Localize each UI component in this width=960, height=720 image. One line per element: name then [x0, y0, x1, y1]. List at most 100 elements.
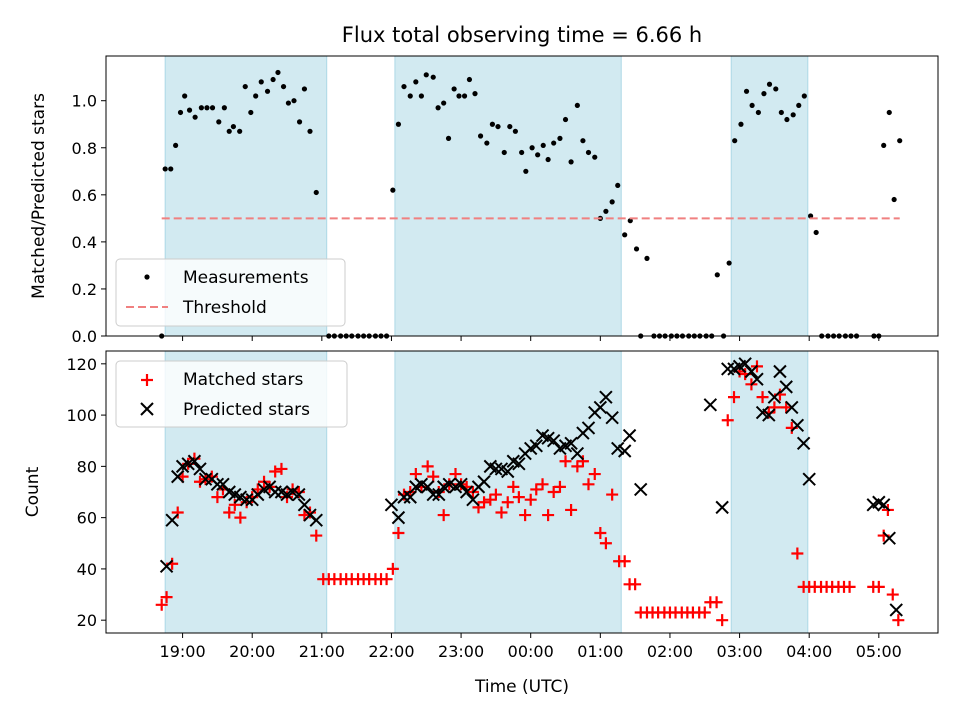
measurement-point	[270, 76, 276, 83]
chart-title: Flux total observing time = 6.66 h	[342, 23, 702, 47]
top-legend: Measurements Threshold	[115, 258, 346, 327]
y-tick-label: 100	[66, 406, 97, 425]
matched-point	[791, 547, 804, 560]
predicted-point	[564, 436, 578, 450]
matched-point	[269, 465, 282, 478]
measurement-point	[592, 154, 598, 160]
predicted-point	[309, 513, 323, 527]
predicted-point	[721, 362, 735, 376]
matched-point	[594, 527, 607, 540]
predicted-point	[512, 457, 526, 471]
matched-point	[716, 614, 729, 627]
measurement-point	[755, 109, 761, 116]
measurement-point	[796, 102, 802, 109]
predicted-point	[210, 477, 225, 492]
matched-point	[501, 496, 514, 509]
legend-measurements-label: Measurements	[183, 268, 309, 288]
shaded-interval	[730, 55, 809, 337]
x-tick-label: 20:00	[229, 642, 275, 661]
predicted-point	[268, 485, 282, 499]
measurement-point	[451, 86, 457, 92]
top-y-axis-label: Matched/Predicted stars	[29, 93, 49, 299]
measurement-point	[501, 149, 507, 156]
matched-point	[380, 573, 393, 586]
predicted-point	[599, 390, 613, 404]
bottom-legend: Matched stars Predicted stars	[115, 360, 348, 428]
matched-point	[553, 480, 566, 493]
measurement-point	[557, 135, 563, 141]
predicted-point	[546, 434, 561, 448]
predicted-point	[198, 472, 213, 486]
predicted-point	[876, 498, 891, 512]
measurement-point	[407, 93, 413, 99]
measurement-point	[418, 93, 424, 99]
measurement-point	[568, 159, 574, 165]
measurement-point	[886, 109, 892, 116]
matched-point	[392, 527, 405, 540]
matched-point	[421, 460, 434, 473]
predicted-point	[489, 462, 503, 476]
matched-point	[519, 509, 532, 522]
matched-point	[629, 578, 642, 591]
measurement-point	[807, 213, 814, 219]
predicted-point	[750, 372, 764, 386]
matched-point	[728, 391, 741, 404]
matched-point	[171, 506, 184, 519]
measurement-point	[749, 102, 755, 109]
matched-point	[530, 483, 543, 496]
x-tick-label: 22:00	[368, 642, 414, 661]
matched-point	[472, 501, 485, 514]
predicted-point	[581, 421, 596, 435]
matched-point	[588, 468, 601, 481]
measurement-point	[627, 218, 633, 224]
matched-point	[524, 493, 537, 506]
matched-point	[310, 529, 323, 542]
measurement-point	[221, 105, 227, 111]
x-tick-label: 01:00	[577, 642, 623, 661]
predicted-point	[802, 472, 816, 486]
predicted-point	[454, 477, 468, 492]
y-tick-label: 80	[77, 457, 97, 476]
matched-point	[298, 509, 311, 522]
measurement-point	[198, 105, 204, 111]
axes-frame	[105, 55, 939, 337]
legend-matched-label: Matched stars	[183, 370, 303, 390]
y-tick-label: 1.0	[72, 92, 97, 111]
measurement-point	[466, 76, 473, 83]
matched-point	[155, 598, 168, 611]
measurement-point	[714, 272, 720, 278]
predicted-point	[611, 441, 625, 456]
y-tick-label: 40	[77, 560, 97, 579]
measurement-point	[209, 105, 216, 111]
measurement-point	[168, 166, 174, 172]
measurement-point	[258, 79, 264, 85]
predicted-point	[762, 408, 776, 422]
matched-point	[780, 401, 793, 414]
matched-point	[211, 491, 224, 504]
matched-point	[547, 486, 560, 498]
measurement-point	[585, 149, 592, 156]
measurement-point	[609, 199, 615, 205]
predicted-point	[159, 559, 174, 574]
predicted-point	[529, 439, 543, 453]
measurement-point	[784, 116, 790, 123]
measurement-point	[881, 142, 887, 149]
predicted-point	[432, 487, 446, 502]
measurement-point	[512, 128, 518, 134]
matched-point	[618, 555, 631, 568]
measurement-point	[441, 100, 447, 106]
predicted-point	[477, 475, 491, 489]
matched-point	[565, 503, 578, 516]
predicted-point	[459, 485, 474, 499]
matched-point	[576, 455, 589, 468]
matched-point	[275, 462, 288, 475]
measurement-point	[726, 260, 732, 266]
y-tick-label: 20	[77, 611, 97, 630]
matched-point	[484, 493, 497, 506]
y-tick-label: 0.0	[72, 327, 97, 346]
measurement-point	[456, 93, 462, 99]
measurement-point	[182, 93, 188, 99]
matched-point	[507, 480, 520, 493]
predicted-point	[397, 490, 411, 504]
matched-point	[415, 480, 428, 493]
